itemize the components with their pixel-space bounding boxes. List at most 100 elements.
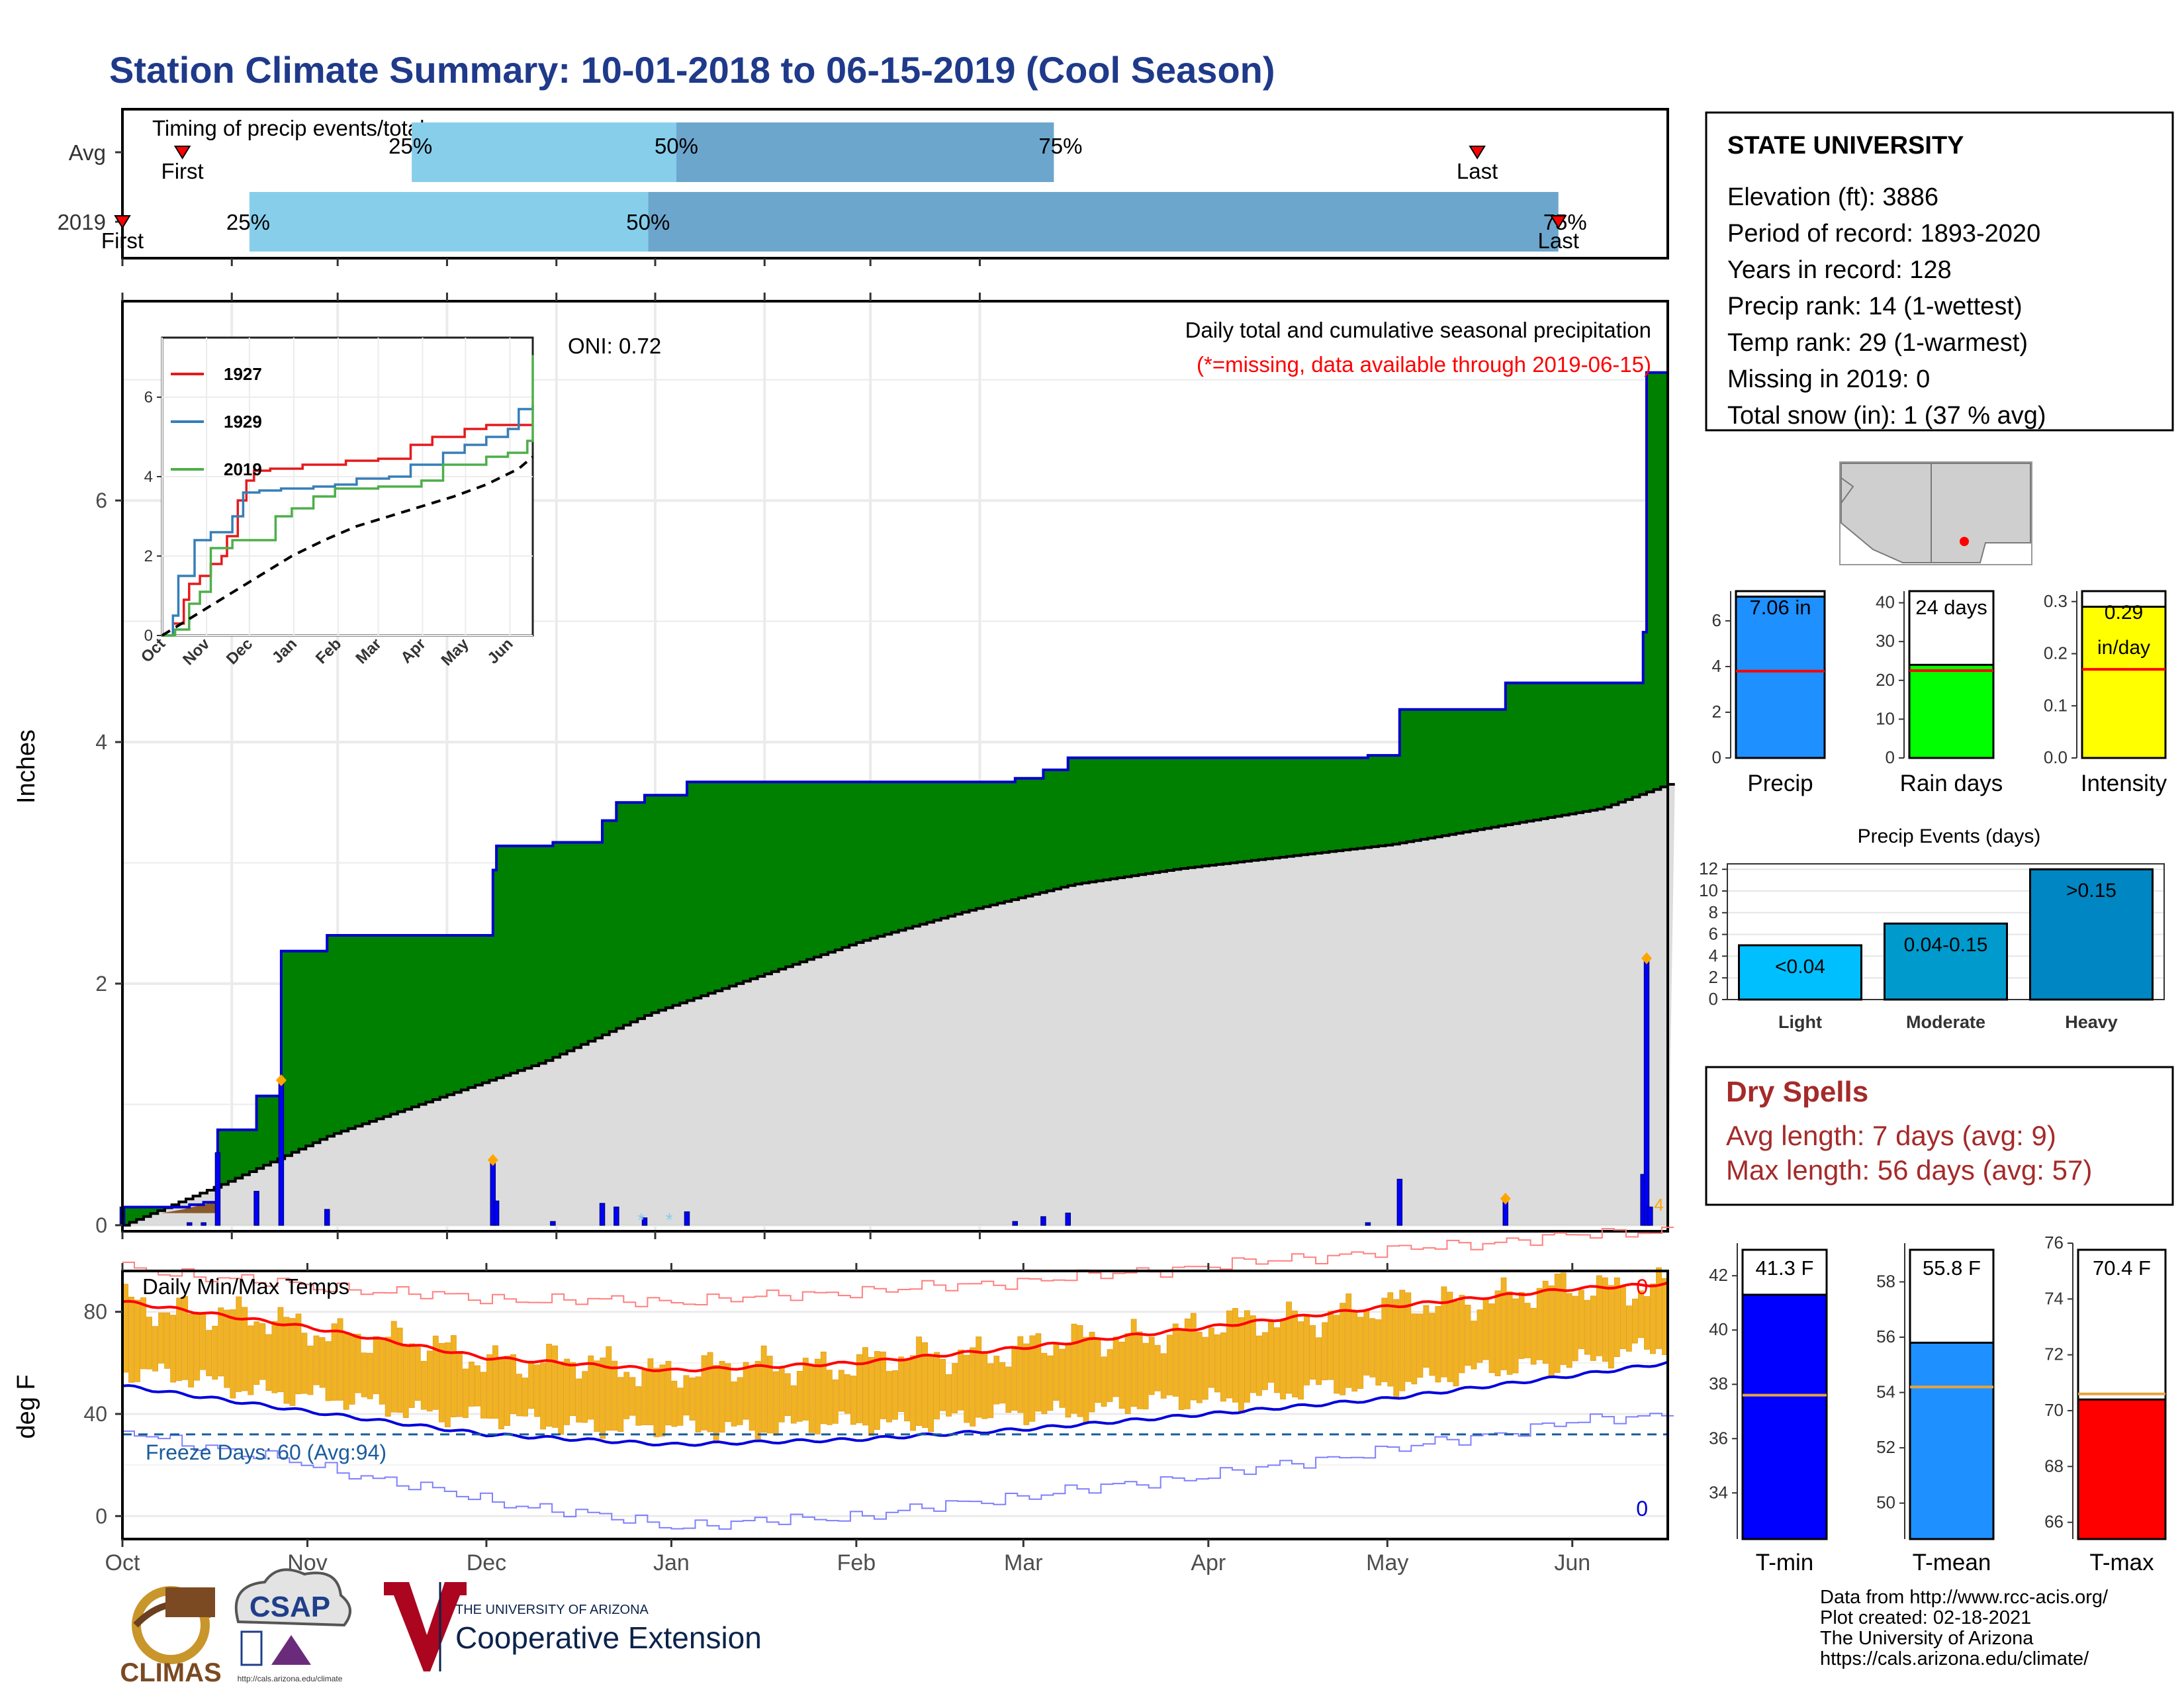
csap-url: http://cals.arizona.edu/climate (238, 1674, 343, 1683)
month-tick-label: Oct (105, 1550, 140, 1575)
climas-logo: CLIMAS (120, 1586, 222, 1687)
daily-temp-range-bar (1656, 1267, 1662, 1349)
timing-bar-50-75 (676, 122, 1054, 182)
inset-y-tick-label: 4 (144, 468, 153, 486)
daily-temp-range-bar (1095, 1338, 1101, 1403)
daily-temp-range-bar (725, 1363, 731, 1423)
daily-temp-range-bar (1608, 1285, 1614, 1369)
event-diamond-marker (487, 1154, 498, 1166)
month-tick-label: Dec (467, 1550, 506, 1575)
events-bar-label: 0.04-0.15 (1904, 934, 1988, 956)
summary-value-label: 7.06 in (1749, 596, 1811, 619)
daily-temp-range-bar (1614, 1277, 1620, 1357)
daily-temp-range-bar (1566, 1293, 1572, 1368)
daily-precip-bar (253, 1191, 259, 1226)
daily-temp-range-bar (1625, 1305, 1632, 1352)
daily-temp-range-bar (1166, 1335, 1173, 1395)
daily-temp-range-bar (713, 1365, 719, 1441)
precip-description: Daily total and cumulative seasonal prec… (1185, 318, 1651, 342)
daily-temp-range-bar (1274, 1327, 1280, 1393)
temp-summary-bar-t-mean (1909, 1341, 1995, 1540)
timing-first-label: First (161, 159, 204, 183)
daily-temp-range-bar (295, 1313, 302, 1395)
daily-temp-range-bar (1441, 1286, 1447, 1378)
daily-precip-bar (201, 1222, 206, 1226)
daily-temp-range-bar (194, 1313, 201, 1381)
daily-temp-range-bar (1107, 1349, 1113, 1402)
temp-summary-y-tick-label: 36 (1709, 1428, 1728, 1448)
event-diamond-marker (1500, 1192, 1511, 1205)
timing-last-marker (1469, 146, 1486, 160)
daily-temp-range-bar (1059, 1348, 1066, 1408)
daily-temp-range-bar (1142, 1342, 1149, 1410)
station-name: STATE UNIVERSITY (1727, 132, 1964, 160)
inset-frame (161, 336, 534, 637)
daily-temp-range-bar (504, 1356, 510, 1426)
footer-credits: Data from http://www.rcc-acis.org/ Plot … (1820, 1587, 2109, 1669)
daily-temp-range-bar (796, 1371, 803, 1422)
uofa-small-text: THE UNIVERSITY OF ARIZONA (455, 1603, 649, 1617)
temp-title: Daily Min/Max Temps (142, 1274, 349, 1299)
daily-temp-range-bar (617, 1377, 624, 1432)
daily-temp-range-bar (1524, 1303, 1531, 1358)
daily-temp-range-bar (265, 1334, 272, 1391)
footer-line-uofa: The University of Arizona (1820, 1628, 2034, 1649)
events-bar-label: <0.04 (1775, 956, 1825, 978)
timing-p75-label: 75% (1543, 210, 1587, 234)
daily-temp-range-bar (492, 1345, 498, 1419)
normal-low-line (122, 1360, 1668, 1447)
daily-temp-range-bar (426, 1350, 433, 1412)
daily-temp-range-bar (498, 1357, 504, 1430)
temp-summary-y-tick-label: 74 (2044, 1288, 2064, 1308)
daily-temp-range-bar (1578, 1289, 1584, 1349)
dry-spells-avg: Avg length: 7 days (avg: 9) (1726, 1120, 2056, 1151)
csap-logo-text: CSAP (250, 1591, 330, 1623)
precip-missing-note: (*=missing, data available through 2019-… (1197, 352, 1651, 377)
timing-p25-label: 25% (226, 210, 270, 234)
daily-temp-range-bar (904, 1360, 910, 1422)
page-title: Station Climate Summary: 10-01-2018 to 0… (109, 49, 1275, 91)
daily-temp-range-bar (1602, 1277, 1608, 1362)
precip-y-tick-label: 0 (95, 1213, 107, 1237)
daily-temp-range-bar (665, 1361, 672, 1426)
timing-last-label: Last (1538, 228, 1579, 253)
map-border-line (1841, 477, 1854, 504)
daily-temp-range-bar (1554, 1274, 1561, 1373)
daily-temp-range-bar (1083, 1336, 1089, 1424)
daily-temp-range-bar (1542, 1280, 1549, 1364)
daily-temp-range-bar (134, 1299, 140, 1382)
uofa-big-text: Cooperative Extension (455, 1620, 762, 1655)
record-high-count: 0 (1636, 1275, 1648, 1299)
daily-temp-range-bar (1494, 1290, 1501, 1376)
daily-temp-range-bar (832, 1379, 839, 1424)
daily-temp-range-bar (946, 1374, 952, 1417)
precip-panel: * * 4 0 2 4 6 Inches ONI: 0.72 Daily total an… (13, 293, 1675, 1239)
daily-temp-range-bar (594, 1360, 600, 1432)
normal-high-line (122, 1281, 1668, 1373)
station-precip-rank: Precip rank: 14 (1-wettest) (1727, 293, 2023, 320)
daily-temp-range-bar (337, 1318, 343, 1401)
inset-average-line (161, 455, 534, 637)
daily-temp-range-bar (808, 1364, 815, 1433)
daily-temp-range-bar (480, 1372, 486, 1419)
timing-last-marker (1549, 215, 1567, 229)
summary-y-tick-label: 0.2 (2044, 643, 2068, 663)
daily-temp-range-bar (1584, 1299, 1590, 1355)
csap-cloud-icon (234, 1568, 351, 1627)
inset-series-2019 (162, 355, 534, 637)
daily-precip-bar (1643, 957, 1650, 1226)
summary-y-tick-label: 0.1 (2044, 695, 2068, 715)
daily-temp-range-bar (612, 1360, 618, 1431)
inset-series-1929 (162, 405, 534, 637)
summary-bar-intensity (2081, 606, 2167, 759)
station-temp-rank: Temp rank: 29 (1-warmest) (1727, 329, 2028, 357)
daily-temp-range-bar (1423, 1305, 1430, 1368)
daily-temp-range-bar (528, 1362, 534, 1409)
month-tick-label: Mar (1004, 1550, 1043, 1575)
month-tick-label: Feb (837, 1550, 876, 1575)
daily-precip-bar (550, 1221, 556, 1226)
temp-frame (121, 1270, 1669, 1540)
timing-first-marker (173, 146, 191, 160)
daily-temp-range-bar (331, 1323, 338, 1401)
summary-y-tick-label: 20 (1876, 670, 1895, 690)
